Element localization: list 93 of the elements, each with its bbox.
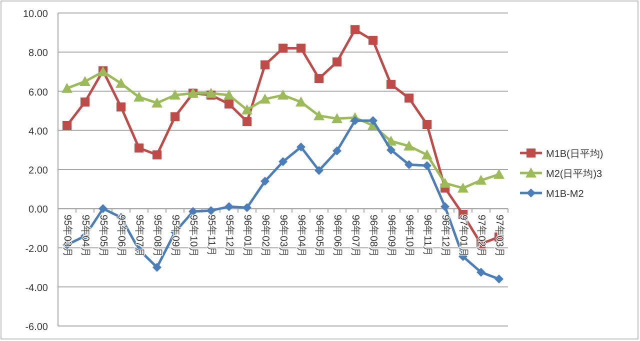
point [476, 174, 486, 185]
point [296, 96, 306, 107]
y-tick-label: 10.00 [22, 9, 48, 20]
point [98, 204, 108, 214]
x-tick-label: 97年01月 [458, 214, 470, 257]
x-tick-label: 96年02月 [260, 214, 272, 257]
point [152, 150, 162, 160]
point [116, 78, 126, 88]
point [80, 98, 90, 107]
x-tick-label: 96年07月 [350, 214, 362, 257]
point [440, 178, 450, 188]
point [494, 168, 504, 179]
x-tick-label: 95年09月 [170, 214, 182, 257]
point [242, 203, 252, 212]
x-tick-label: 95年08月 [152, 214, 164, 257]
point [404, 94, 414, 103]
point [422, 149, 432, 160]
point [62, 82, 72, 93]
x-tick-label: 95年11月 [206, 214, 218, 256]
x-tick-label: 96年06月 [332, 214, 344, 257]
x-tick-label: 96年09月 [386, 214, 398, 257]
point [278, 90, 288, 100]
legend-label: M1B-M2 [546, 189, 584, 200]
point [260, 60, 270, 70]
point [314, 166, 324, 175]
point [134, 143, 144, 152]
point [440, 202, 450, 212]
point [296, 44, 306, 53]
point [152, 262, 162, 272]
point [242, 117, 252, 126]
point [332, 113, 342, 124]
point [260, 94, 270, 104]
y-tick-label: 2.00 [28, 166, 48, 176]
point [170, 112, 180, 122]
point [314, 74, 324, 84]
point [206, 88, 216, 98]
x-tick-label: 96年08月 [368, 214, 380, 257]
x-tick-label: 96年10月 [404, 214, 416, 257]
x-tick-label: 96年04月 [296, 214, 308, 257]
point [422, 120, 432, 130]
x-tick-label: 96年05月 [314, 214, 326, 257]
x-tick-label: 95年03月 [62, 214, 74, 257]
point [476, 268, 486, 277]
point [404, 140, 414, 151]
x-tick-label: 96年11月 [422, 214, 434, 256]
x-tick-label: 96年03月 [278, 214, 290, 257]
x-tick-label: 95年05月 [98, 214, 110, 257]
point [242, 104, 252, 114]
point [368, 36, 378, 45]
x-tick-label: 96年01月 [242, 214, 254, 257]
x-tick-label: 97年02月 [476, 214, 488, 257]
legend-label: M1B(日平均) [546, 148, 604, 160]
point [278, 157, 288, 166]
y-tick-label: 4.00 [28, 126, 48, 138]
point [224, 90, 234, 100]
x-tick-label: 95年04月 [80, 214, 92, 257]
x-tick-label: 95年12月 [224, 214, 236, 257]
y-tick-label: -4.00 [25, 282, 48, 294]
point [494, 274, 504, 284]
x-tick-label: 97年03月 [494, 214, 506, 257]
y-tick-label: 6.00 [28, 87, 48, 98]
legend-label: M2(日平均)3 [546, 168, 603, 180]
x-tick-label: 96年12月 [440, 214, 452, 257]
x-tick-label: 95年07月 [134, 214, 146, 257]
x-tick-label: 95年06月 [116, 214, 128, 257]
point [386, 145, 396, 154]
point [350, 25, 360, 34]
point [314, 110, 324, 120]
point [278, 44, 288, 53]
point [134, 92, 144, 102]
point [80, 76, 90, 86]
point [62, 120, 72, 130]
point [458, 182, 468, 193]
point [296, 142, 306, 152]
point [332, 57, 342, 66]
point [386, 80, 396, 89]
x-tick-label: 95年10月 [188, 214, 200, 257]
point [260, 176, 270, 186]
point [206, 206, 216, 216]
y-tick-label: 0.00 [28, 204, 48, 216]
point [170, 90, 180, 100]
point [152, 97, 162, 108]
point [422, 161, 432, 170]
point [404, 160, 414, 170]
point [350, 116, 360, 126]
point [332, 146, 342, 156]
y-tick-label: -2.00 [25, 244, 48, 255]
point [368, 116, 378, 126]
point [224, 202, 234, 212]
point [116, 102, 126, 112]
y-tick-label: 8.00 [28, 48, 48, 60]
y-tick-label: -6.00 [25, 322, 48, 333]
point [224, 99, 234, 108]
